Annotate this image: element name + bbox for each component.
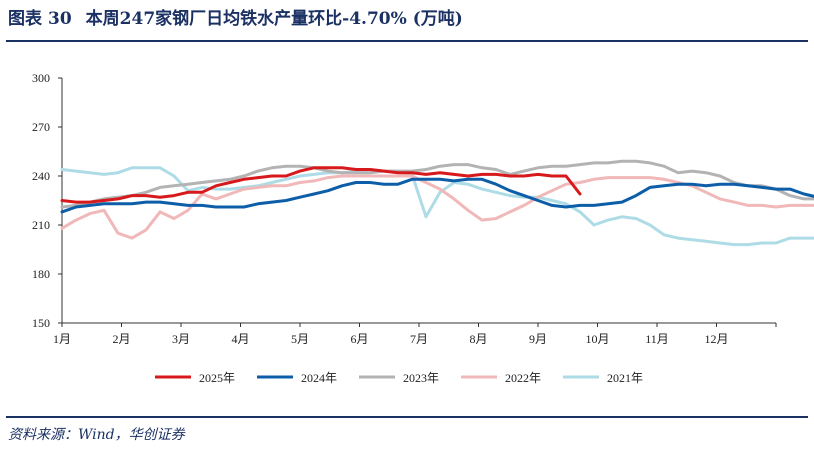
figure-number: 30 [48, 9, 72, 29]
title-divider [6, 40, 808, 42]
x-tick-label: 4月 [231, 332, 249, 346]
figure-title: 本周247家钢厂日均铁水产量环比-4.70% (万吨) [85, 9, 463, 29]
y-tick-label: 240 [32, 169, 50, 183]
y-tick-label: 210 [32, 218, 50, 232]
chart-title: 图表 30 本周247家钢厂日均铁水产量环比-4.70% (万吨) [8, 2, 463, 36]
legend-label: 2025年 [199, 371, 235, 385]
x-tick-label: 6月 [350, 332, 368, 346]
series-line-2023年 [60, 159, 814, 209]
x-tick-label: 7月 [410, 332, 428, 346]
footer-divider [6, 416, 808, 418]
x-tick-label: 8月 [469, 332, 487, 346]
x-tick-label: 9月 [529, 332, 547, 346]
legend-label: 2023年 [403, 371, 439, 385]
legend-label: 2021年 [607, 371, 643, 385]
y-tick-label: 300 [32, 71, 50, 85]
line-chart: 150 180 210 240 270 300 1月 2月 3月 4月 5月 6月 7月 8月 9月 10月 1… [32, 71, 814, 385]
x-tick-label: 10月 [585, 332, 609, 346]
series-line-2022年 [60, 174, 814, 240]
x-tick-label: 12月 [704, 332, 728, 346]
series-line-2021年 [60, 166, 814, 247]
source-note: 资料来源：Wind，华创证券 [8, 427, 185, 443]
y-tick-label: 150 [32, 316, 50, 330]
y-tick-label: 180 [32, 267, 50, 281]
x-tick-label: 11月 [645, 332, 669, 346]
legend-label: 2022年 [505, 371, 541, 385]
legend-label: 2024年 [301, 371, 337, 385]
x-tick-label: 3月 [172, 332, 190, 346]
x-tick-label: 5月 [291, 332, 309, 346]
series-line-2024年 [60, 177, 814, 214]
y-tick-label: 270 [32, 120, 50, 134]
figure-label: 图表 [8, 9, 42, 29]
x-tick-label: 2月 [112, 332, 130, 346]
x-tick-label: 1月 [53, 332, 71, 346]
series-line-2025年 [60, 166, 582, 204]
